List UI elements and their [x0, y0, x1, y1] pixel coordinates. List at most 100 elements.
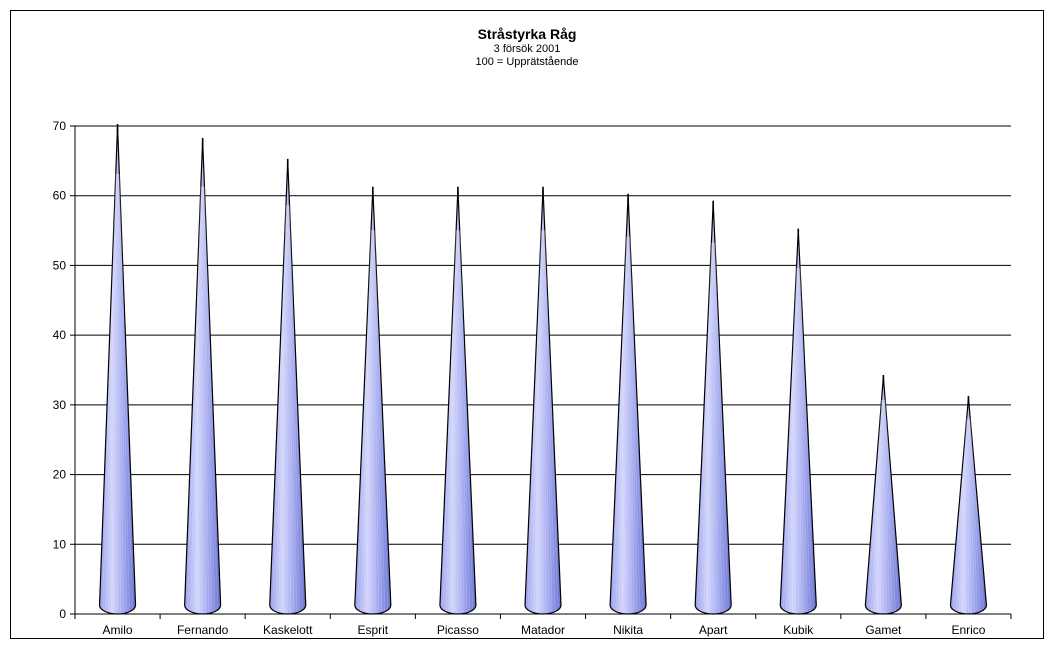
cone-rib [448, 230, 458, 612]
cone-bar [864, 374, 902, 615]
x-tick-label: Esprit [357, 623, 388, 637]
cone-rib [373, 230, 383, 612]
cone-rib [288, 205, 295, 613]
cone-bar [949, 395, 988, 615]
cone-bar [98, 124, 137, 615]
cone-rib [544, 230, 559, 609]
cone-rib [357, 230, 372, 609]
cone-rib [629, 236, 644, 609]
cone-rib [713, 242, 717, 613]
cone-rib [969, 418, 981, 611]
cone-rib [117, 173, 121, 613]
cone-rib [458, 230, 471, 611]
cone-rib [187, 186, 202, 609]
x-tick-label: Enrico [951, 623, 985, 637]
cone-rib [287, 205, 292, 613]
cone-rib [118, 173, 130, 611]
cone-rib [544, 230, 556, 611]
cone-body [184, 139, 222, 615]
cone-rib [193, 186, 202, 612]
cone-rib [709, 242, 714, 613]
cone-rib [289, 205, 304, 609]
cone-bar [354, 186, 392, 615]
cone-rib [372, 230, 377, 613]
cone-rib [794, 268, 799, 613]
cone-rib [884, 399, 893, 612]
cone-rib [969, 418, 984, 610]
cone-rib [281, 205, 288, 613]
cone-rib [621, 236, 628, 613]
cone-rib [628, 236, 632, 613]
cone-rib [884, 399, 896, 611]
cone-rib [536, 230, 543, 613]
cone-rib [275, 205, 287, 611]
cone-body [439, 188, 477, 615]
cone-rib [360, 230, 372, 611]
cone-rib [867, 399, 882, 610]
chart-subtitle-line-2: 100 = Upprätstående [475, 56, 579, 68]
cone-rib [870, 399, 883, 611]
cone-rib [615, 236, 628, 611]
cone-rib [284, 205, 288, 613]
cone-rib [190, 186, 202, 611]
cone-rib [458, 230, 465, 613]
cone-rib [454, 230, 458, 613]
cone-rib [876, 399, 884, 613]
cone-bar [439, 186, 477, 615]
cone-rib [445, 230, 457, 611]
cone-bar [184, 137, 222, 615]
cone-rib [457, 230, 462, 613]
cone-rib [883, 399, 890, 613]
y-tick-label: 0 [59, 607, 66, 621]
cone-rib [700, 242, 713, 611]
cone-rib [102, 173, 117, 609]
cone-rib [366, 230, 373, 613]
cone-rib [543, 230, 553, 612]
cone-rib [288, 205, 298, 612]
cone-rib [791, 268, 798, 613]
x-tick-label: Apart [699, 623, 728, 637]
cone-rib [713, 242, 723, 612]
cone-rib [798, 268, 802, 613]
cone-rib [959, 418, 968, 612]
cone-rib [202, 186, 207, 613]
x-tick-label: Gamet [865, 623, 902, 637]
cone-rib [288, 205, 301, 611]
cone-rib [442, 230, 457, 609]
cone-rib [530, 230, 542, 611]
cone-body [609, 195, 647, 615]
y-tick-label: 30 [53, 398, 67, 412]
cone-rib [714, 242, 726, 611]
cone-bar [694, 200, 732, 615]
x-tick-label: Picasso [437, 623, 479, 637]
chart-titles: Stråstyrka Råg 3 försök 2001 100 = Upprä… [0, 26, 1054, 69]
chart-title: Stråstyrka Råg [477, 26, 577, 42]
cone-bar [779, 228, 817, 615]
cone-rib [799, 267, 814, 609]
cone-rib [629, 236, 641, 611]
cone-bar [609, 193, 647, 615]
x-tick-label: Amilo [103, 623, 133, 637]
tick-labels: 0 10 20 30 40 50 60 70 Amilo Fernando Kaskelott Esp… [53, 119, 986, 637]
cone-rib [459, 230, 474, 609]
x-tick-label: Nikita [613, 623, 643, 637]
cone-rib [969, 418, 978, 612]
cone-rib [118, 173, 127, 612]
cone-rib [117, 173, 124, 613]
cone-rib [118, 173, 133, 609]
cone-rib [527, 230, 542, 609]
cone-rib [543, 230, 550, 613]
y-tick-label: 20 [53, 468, 67, 482]
cone-rib [199, 186, 203, 613]
cone-rib [628, 236, 638, 612]
cone-rib [204, 186, 219, 609]
cone-rib [706, 242, 713, 613]
cone-body [949, 397, 988, 615]
cone-rib [612, 236, 627, 609]
cone-rib [618, 236, 628, 612]
cone-rib [373, 230, 380, 613]
cone-rib [202, 186, 210, 613]
cone-rib [533, 230, 543, 612]
cone-body [864, 376, 902, 615]
cone-rib [798, 268, 805, 613]
